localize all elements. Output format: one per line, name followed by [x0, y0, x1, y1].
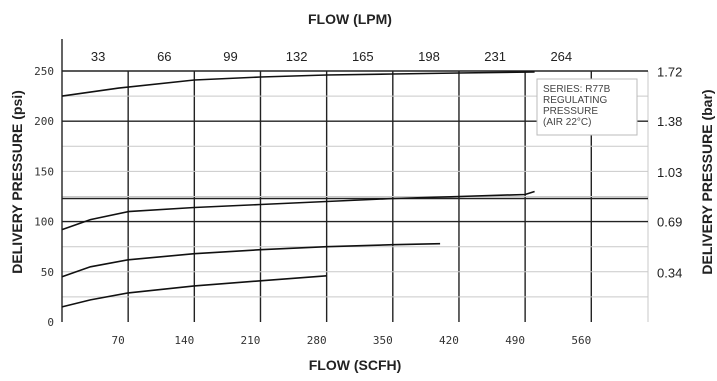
series-line	[61, 275, 327, 308]
y-tick-label-left: 150	[34, 165, 54, 178]
y-tick-label-left: 100	[34, 216, 54, 229]
x-tick-label-bottom: 280	[307, 334, 327, 347]
y-axis-label-left: DELIVERY PRESSURE (psi)	[9, 90, 25, 274]
x-tick-label-bottom: 490	[505, 334, 525, 347]
x-tick-label-top: 264	[550, 49, 572, 64]
y-tick-label-left: 200	[34, 115, 54, 128]
annotation-line-1: SERIES: R77B	[543, 84, 611, 95]
x-tick-label-top: 33	[91, 49, 105, 64]
y-tick-label-right: 0.34	[657, 265, 682, 280]
x-tick-label-top: 66	[157, 49, 171, 64]
x-tick-label-bottom: 350	[373, 334, 393, 347]
annotation-line-3: PRESSURE	[543, 106, 598, 117]
x-tick-label-bottom: 210	[241, 334, 261, 347]
x-tick-label-top: 99	[223, 49, 237, 64]
chart-title-top: FLOW (LPM)	[308, 11, 392, 27]
y-tick-label-right: 1.03	[657, 165, 682, 180]
x-tick-label-top: 231	[484, 49, 506, 64]
series-line	[61, 242, 441, 278]
y-tick-label-left: 0	[47, 316, 54, 329]
x-tick-label-top: 132	[286, 49, 308, 64]
annotation-line-2: REGULATING	[543, 95, 607, 106]
annotation-box	[536, 78, 638, 136]
x-tick-label-bottom: 70	[112, 334, 125, 347]
y-tick-label-left: 50	[41, 266, 54, 279]
series-line	[61, 71, 535, 97]
y-axis-label-right: DELIVERY PRESSURE (bar)	[699, 89, 715, 274]
y-tick-label-right: 0.69	[657, 215, 682, 230]
chart-ticks: 0 50 100 150 200 250 70 140 210 280 350 420 490 560 33…	[34, 49, 682, 347]
annotation-line-4: (AIR 22°C)	[543, 117, 591, 128]
y-tick-label-left: 250	[34, 65, 54, 78]
x-tick-label-bottom: 420	[439, 334, 459, 347]
y-tick-label-right: 1.72	[657, 65, 682, 80]
x-axis-label: FLOW (SCFH)	[309, 357, 402, 373]
y-tick-label-right: 1.38	[657, 114, 682, 129]
x-tick-label-top: 198	[418, 49, 440, 64]
x-tick-label-bottom: 560	[571, 334, 591, 347]
chart-grid	[61, 39, 649, 322]
chart-curves	[61, 71, 638, 308]
x-tick-label-bottom: 140	[174, 334, 194, 347]
x-tick-label-top: 165	[352, 49, 374, 64]
series-line	[61, 190, 535, 231]
annotation-box-text: SERIES: R77B REGULATING PRESSURE (AIR 22…	[543, 84, 613, 128]
